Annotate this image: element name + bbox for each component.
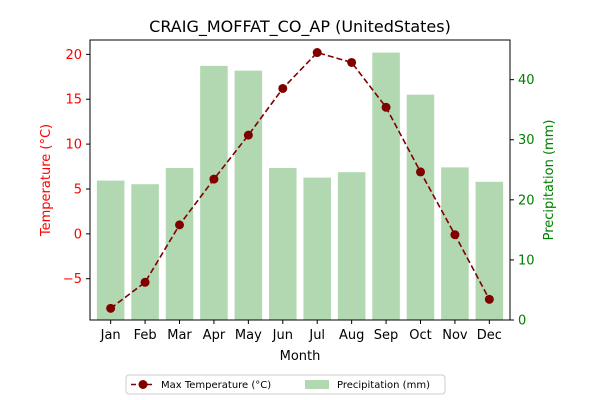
precip-bar-jan	[96, 180, 125, 320]
x-tick-label: May	[235, 328, 262, 343]
precip-bar-feb	[131, 184, 159, 320]
right-tick-label: 10	[518, 253, 535, 268]
temp-point-aug	[347, 57, 357, 67]
right-axis-label: Precipitation (mm)	[542, 120, 557, 241]
left-axis-label: Temperature (°C)	[39, 124, 54, 237]
right-tick-label: 30	[518, 133, 535, 148]
precip-bar-jul	[303, 177, 331, 320]
temp-point-feb	[140, 277, 150, 287]
legend-temp-label: Max Temperature (°C)	[161, 380, 271, 391]
precip-bar-aug	[337, 172, 366, 320]
left-tick-label: 10	[65, 138, 82, 153]
temp-point-sep	[381, 102, 391, 112]
x-tick-label: Dec	[477, 328, 502, 343]
temperature-series-line	[110, 51, 491, 309]
legend-precip-label: Precipitation (mm)	[337, 380, 430, 391]
temp-point-jun	[278, 83, 288, 93]
chart-title: CRAIG_MOFFAT_CO_AP (UnitedStates)	[149, 17, 451, 37]
left-axis-ticks: −5 0 5 10 15 20	[63, 48, 90, 287]
temp-point-jul	[312, 48, 322, 58]
legend-box	[125, 374, 446, 395]
x-axis-ticks: Jan Feb Mar Apr May Jun Jul Aug Sep Oct Nov Dec	[100, 320, 502, 343]
temp-point-nov	[450, 230, 460, 240]
left-tick-label: 20	[65, 48, 82, 63]
temp-point-oct	[415, 167, 425, 177]
x-tick-label: Jun	[272, 328, 293, 343]
right-tick-label: 20	[518, 193, 535, 208]
right-tick-label: 40	[518, 73, 535, 88]
precip-bar-apr	[200, 65, 228, 320]
temp-point-mar	[175, 220, 185, 230]
temp-point-apr	[209, 174, 219, 184]
legend-precip-swatch	[305, 380, 329, 389]
x-tick-label: Feb	[134, 328, 157, 343]
x-tick-label: Apr	[203, 328, 226, 343]
precip-bar-nov	[441, 167, 469, 320]
legend: Max Temperature (°C) Precipitation (mm)	[125, 374, 446, 395]
x-axis-label: Month	[280, 349, 321, 364]
x-tick-label: Jan	[100, 328, 121, 343]
left-tick-label: −5	[63, 272, 82, 287]
x-tick-label: Oct	[409, 328, 431, 343]
x-tick-label: Nov	[442, 328, 468, 343]
right-tick-label: 0	[518, 314, 526, 329]
left-tick-label: 15	[65, 93, 82, 108]
plot-frame	[89, 39, 511, 321]
precip-bar-jun	[269, 167, 297, 320]
left-tick-label: 5	[74, 182, 82, 197]
x-tick-label: Aug	[339, 328, 364, 343]
precip-bar-may	[234, 70, 263, 320]
temperature-line	[106, 48, 494, 313]
precip-bar-sep	[372, 52, 400, 321]
x-tick-label: Sep	[374, 328, 399, 343]
x-tick-label: Mar	[167, 328, 192, 343]
temp-point-dec	[484, 294, 494, 304]
temp-point-may	[243, 130, 253, 140]
precip-bar-mar	[165, 167, 194, 320]
x-tick-label: Jul	[308, 328, 325, 343]
temp-point-jan	[106, 303, 116, 313]
precip-bar-oct	[406, 94, 435, 321]
right-axis-ticks: 0 10 20 30 40	[510, 73, 535, 329]
left-tick-label: 0	[74, 227, 82, 242]
legend-temp-marker	[138, 380, 148, 389]
